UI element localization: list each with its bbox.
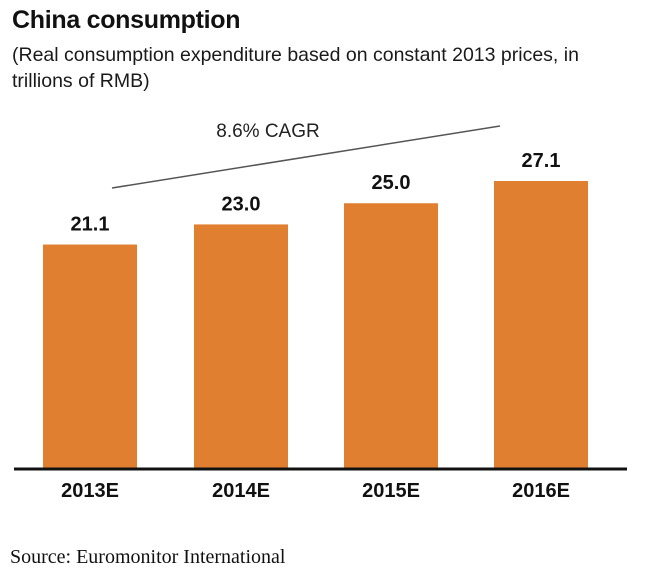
bar-2014E — [194, 224, 288, 468]
cagr-label: 8.6% CAGR — [216, 121, 319, 142]
category-label-2016E: 2016E — [512, 480, 570, 502]
bar-2015E — [344, 203, 438, 468]
data-label-2015E: 25.0 — [372, 172, 411, 194]
bar-2013E — [43, 244, 137, 468]
bar-2016E — [494, 181, 588, 468]
source-note: Source: Euromonitor International — [10, 546, 286, 568]
data-label-2013E: 21.1 — [71, 214, 110, 236]
data-label-2016E: 27.1 — [522, 150, 561, 172]
chart-subtitle: (Real consumption expenditure based on c… — [12, 44, 579, 92]
category-label-2015E: 2015E — [362, 480, 420, 502]
category-label-2014E: 2014E — [212, 480, 270, 502]
cagr-trend-line — [111, 125, 501, 189]
chart-title: China consumption — [12, 6, 241, 34]
category-label-2013E: 2013E — [61, 480, 119, 502]
data-label-2014E: 23.0 — [222, 193, 261, 215]
